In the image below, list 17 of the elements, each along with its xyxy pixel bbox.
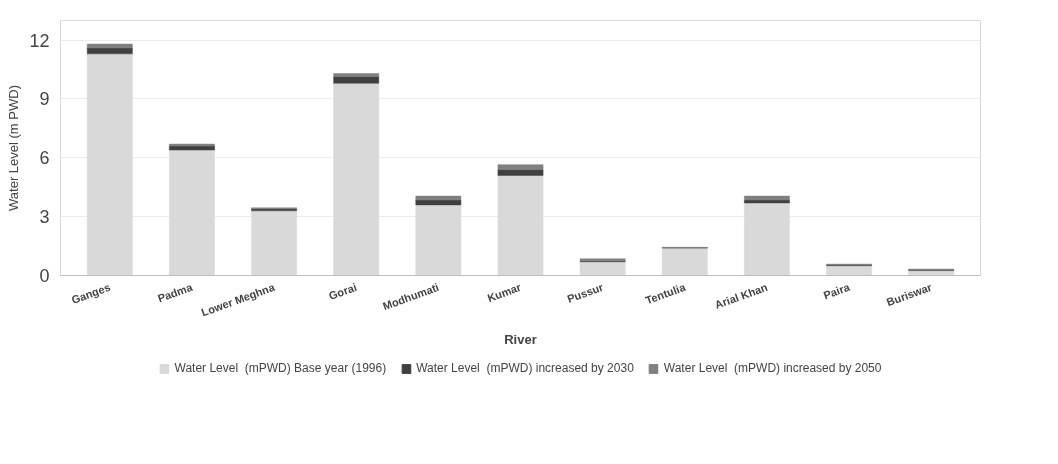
x-axis-title: River <box>504 332 537 348</box>
y-axis-title: Water Level (m PWD) <box>6 85 22 211</box>
y-tick-label: 9 <box>39 89 50 110</box>
x-tick-label: Kumar <box>485 280 524 305</box>
y-tick-label: 3 <box>39 207 50 228</box>
x-tick-label: Gorai <box>327 280 359 302</box>
legend-label: Water Level (mPWD) increased by 2030 <box>416 361 634 375</box>
x-tick-label: Arial Khan <box>713 280 770 311</box>
y-tick-label: 0 <box>39 266 50 286</box>
legend-label: Water Level (mPWD) increased by 2050 <box>663 361 882 375</box>
x-tick-label: Paira <box>821 280 852 302</box>
legend-label: Water Level (mPWD) Base year (1996) <box>174 361 387 375</box>
x-tick-label: Ganges <box>69 280 112 306</box>
y-tick-label: 6 <box>39 148 50 169</box>
x-tick-label: Pussur <box>565 280 606 305</box>
y-tick-label: 12 <box>29 30 50 51</box>
x-tick-label: Padma <box>155 280 195 305</box>
